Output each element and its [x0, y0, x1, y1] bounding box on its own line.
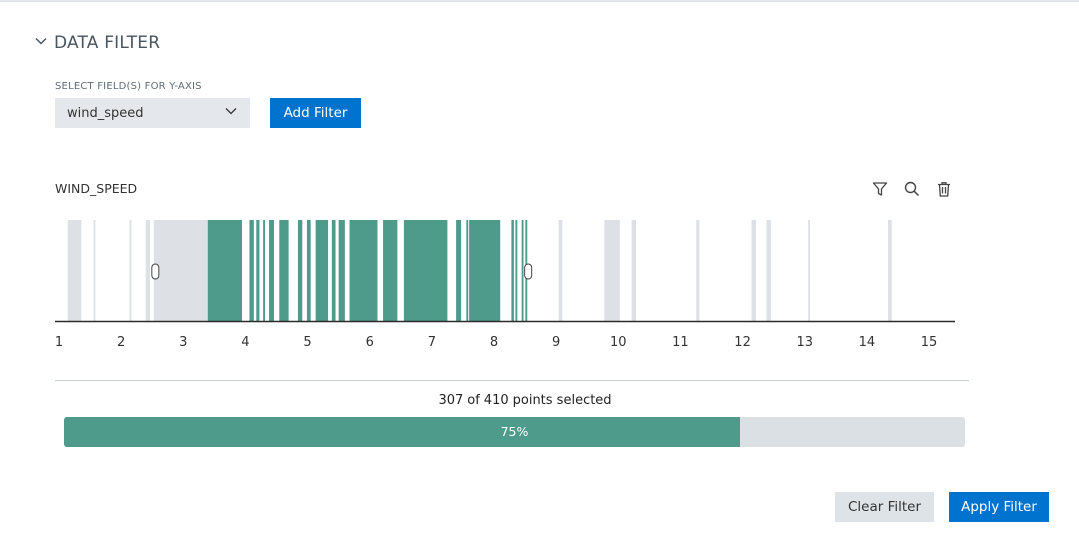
selection-progress-bar: 75%	[64, 417, 965, 447]
top-border	[0, 0, 1079, 2]
chevron-down-icon	[224, 104, 238, 122]
search-icon[interactable]	[903, 180, 921, 198]
histogram-bar	[331, 220, 336, 321]
x-tick-label: 8	[490, 335, 498, 350]
data-filter-toggle[interactable]: DATA FILTER	[33, 33, 160, 53]
histogram-bar	[383, 220, 398, 321]
x-tick-label: 14	[859, 335, 876, 350]
histogram-bar	[306, 220, 311, 321]
histogram-bar	[145, 220, 151, 321]
of-text: of	[467, 393, 480, 408]
x-tick-label: 9	[552, 335, 560, 350]
histogram-bar	[153, 220, 213, 321]
chart-title: WIND_SPEED	[55, 181, 138, 196]
filter-icon[interactable]	[871, 180, 889, 198]
x-tick-label: 4	[241, 335, 249, 350]
chevron-down-icon	[33, 33, 49, 53]
x-tick-label: 10	[610, 335, 627, 350]
x-tick-label: 7	[428, 335, 436, 350]
histogram-bar	[558, 220, 563, 321]
histogram-bar	[338, 220, 345, 321]
histogram-bar	[604, 220, 620, 321]
histogram-bar	[67, 220, 82, 321]
y-axis-field-select[interactable]: wind_speed	[55, 98, 250, 128]
histogram-bar	[403, 220, 448, 321]
progress-label: 75%	[500, 424, 529, 439]
x-tick-label: 1	[55, 335, 63, 350]
x-tick-label: 13	[796, 335, 813, 350]
x-tick-label: 12	[734, 335, 751, 350]
histogram-bar	[263, 220, 266, 321]
histogram-bar	[466, 220, 469, 321]
selection-summary: 307 of 410 points selected	[55, 393, 995, 408]
range-handle-left[interactable]	[151, 263, 160, 280]
x-tick-label: 11	[672, 335, 689, 350]
histogram-bar	[887, 220, 892, 321]
histogram-bar	[315, 220, 329, 321]
histogram-bar	[511, 220, 514, 321]
divider	[55, 380, 969, 381]
histogram-bar	[456, 220, 462, 321]
histogram-bar	[469, 220, 501, 321]
histogram-bar	[808, 220, 810, 321]
x-tick-label: 15	[921, 335, 938, 350]
histogram-bar	[269, 220, 275, 321]
x-tick-label: 6	[366, 335, 374, 350]
histogram-bar	[515, 220, 518, 321]
clear-filter-button[interactable]: Clear Filter	[835, 492, 934, 522]
trash-icon[interactable]	[935, 180, 953, 198]
x-tick-label: 5	[303, 335, 311, 350]
y-axis-field-label: SELECT FIELD(S) FOR Y-AXIS	[55, 81, 202, 92]
histogram-bar	[207, 220, 243, 321]
progress-fill	[64, 417, 740, 447]
total-count: 410	[483, 393, 509, 408]
selected-count: 307	[438, 393, 464, 408]
histogram-bar	[249, 220, 254, 321]
histogram-bar	[766, 220, 771, 321]
histogram-bar	[279, 220, 289, 321]
select-value: wind_speed	[67, 105, 144, 121]
histogram-bar	[696, 220, 700, 321]
histogram-bar	[129, 220, 132, 321]
range-handle-right[interactable]	[524, 263, 533, 280]
x-tick-label: 3	[179, 335, 187, 350]
x-tick-label: 2	[117, 335, 125, 350]
histogram-bar	[631, 220, 636, 321]
histogram-bar	[751, 220, 756, 321]
histogram-bar	[93, 220, 96, 321]
section-title: DATA FILTER	[54, 33, 161, 53]
histogram-bar	[521, 220, 524, 321]
apply-filter-button[interactable]: Apply Filter	[949, 492, 1049, 522]
histogram-bar	[349, 220, 378, 321]
histogram-bar	[256, 220, 260, 321]
summary-suffix: points selected	[512, 393, 612, 408]
histogram-bar	[297, 220, 303, 321]
add-filter-button[interactable]: Add Filter	[270, 98, 361, 128]
